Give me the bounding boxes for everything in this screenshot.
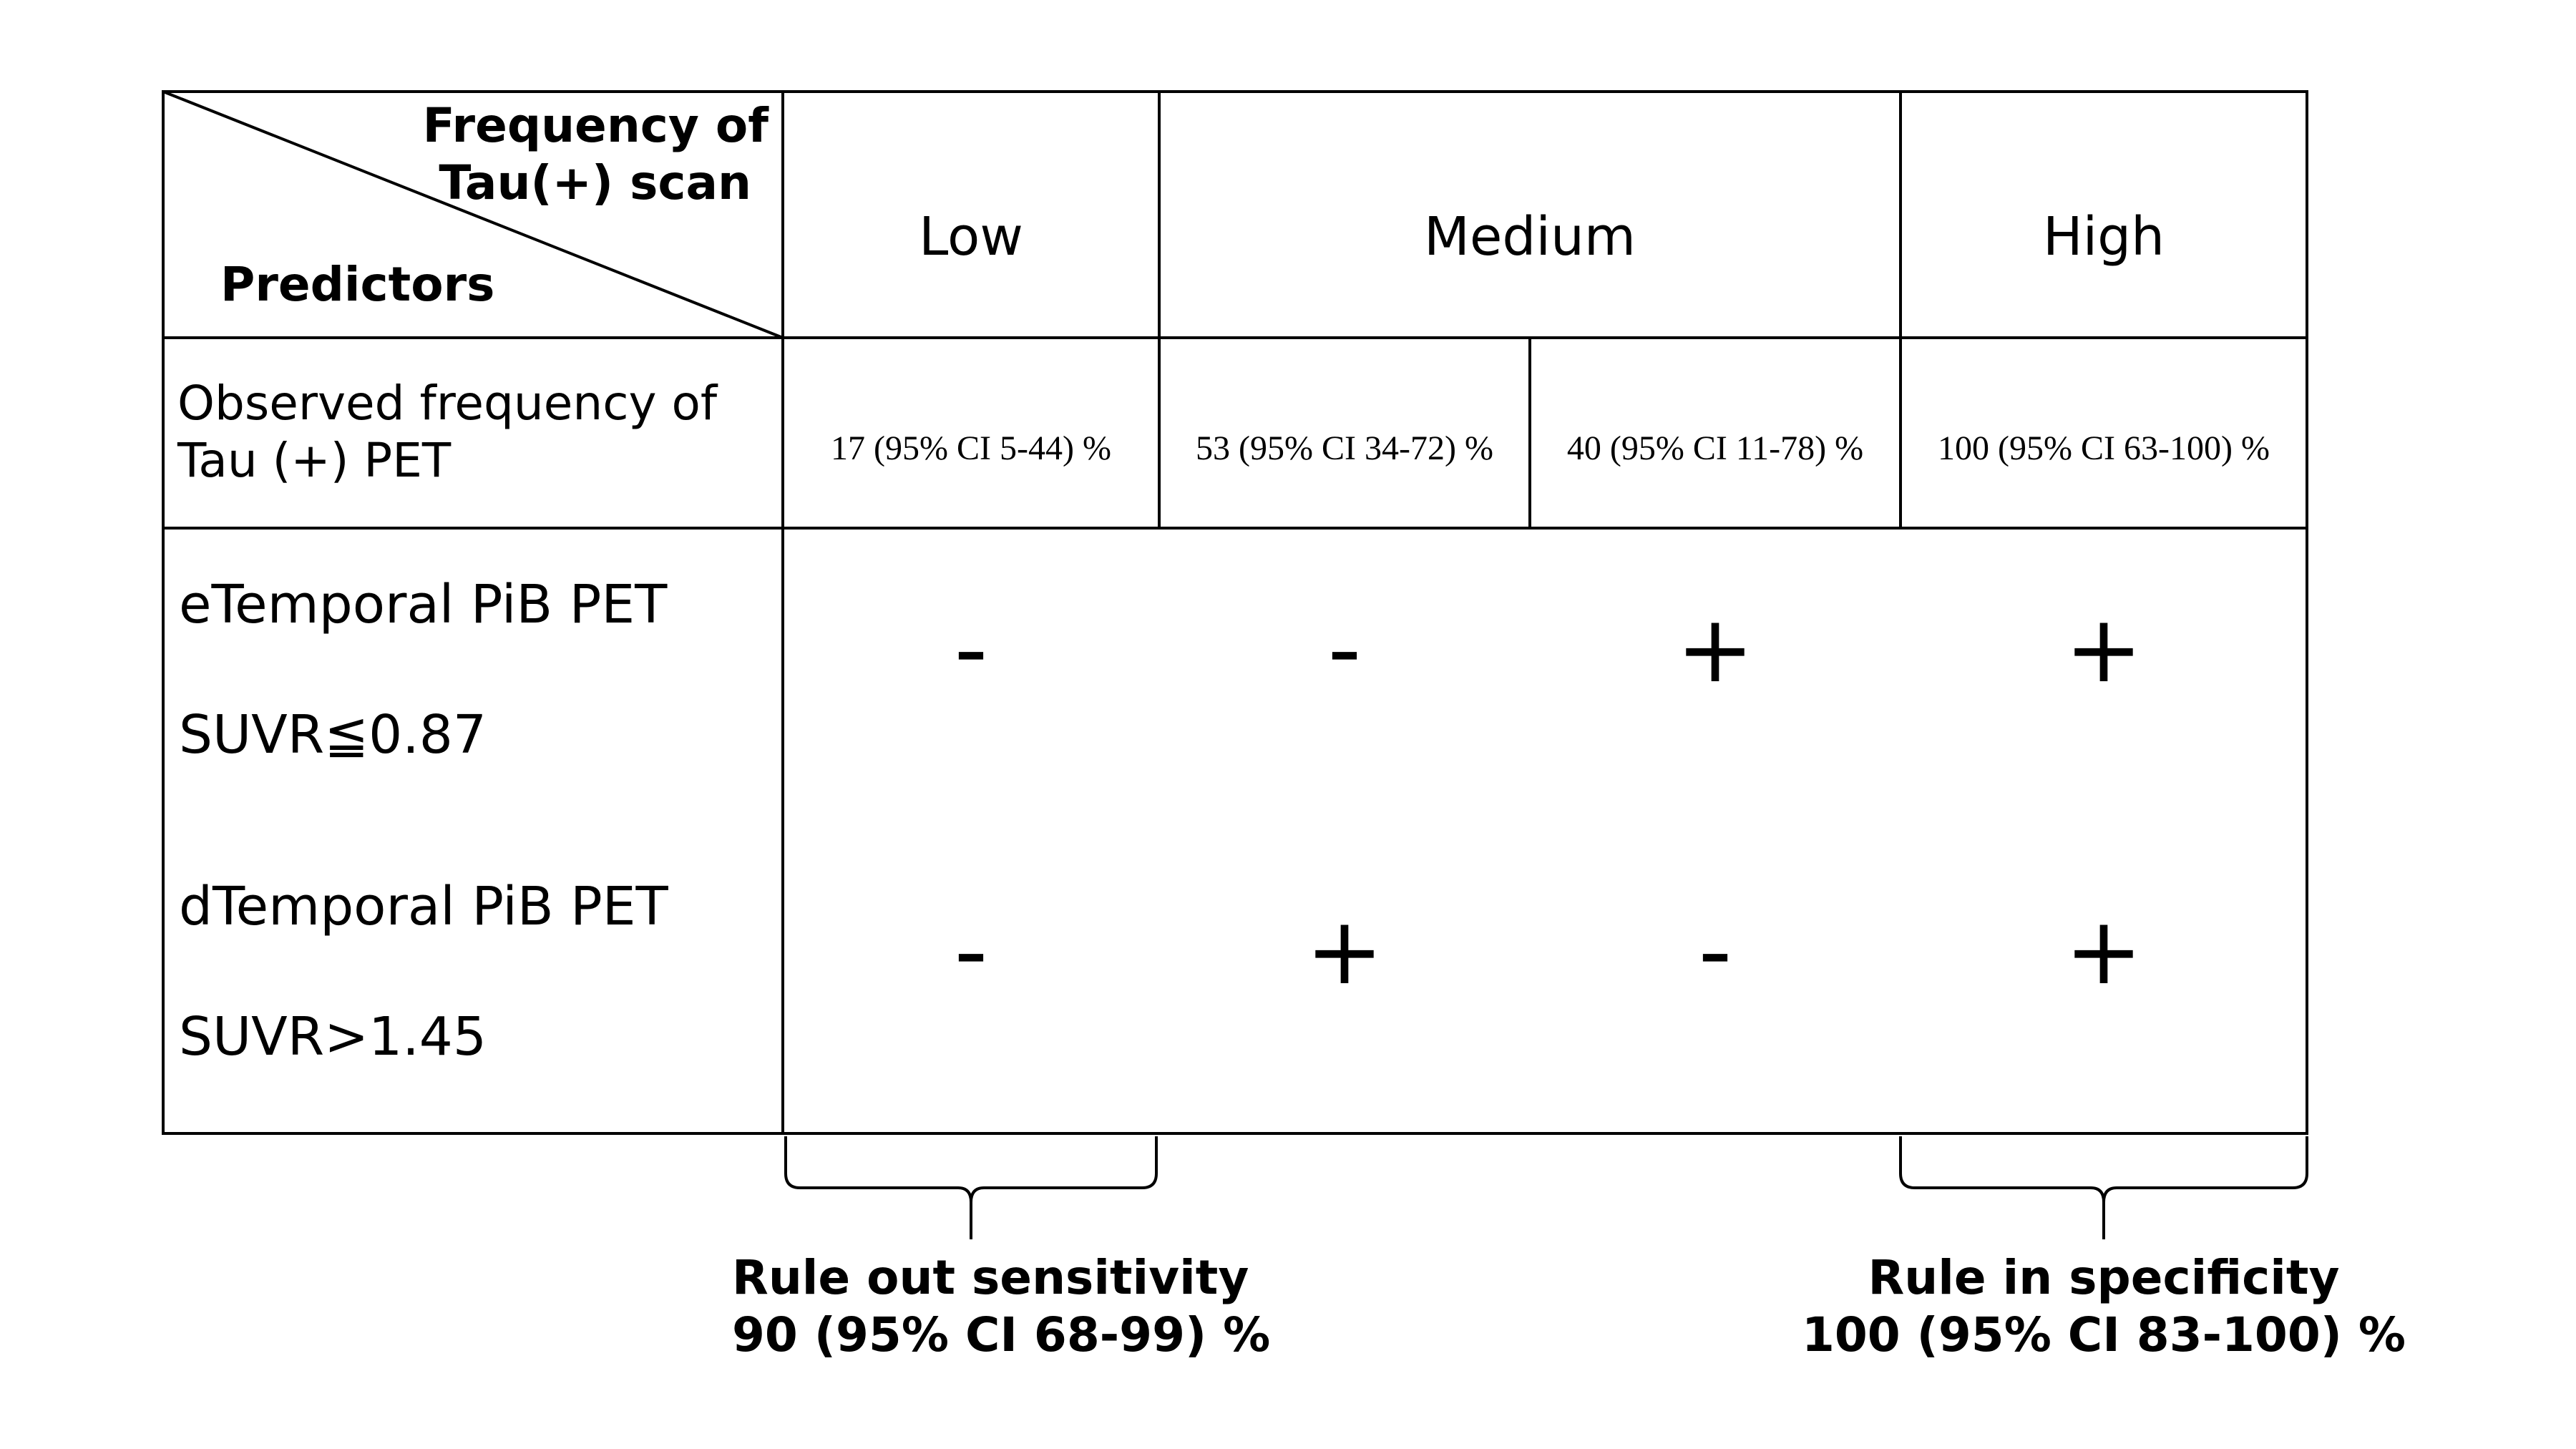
sign-etemporal-medium-a: - — [1328, 595, 1362, 703]
rule-in-value: 100 (95% CI 83-100) % — [1802, 1307, 2406, 1362]
corner-diagonal — [162, 90, 784, 339]
sign-etemporal-high: + — [2065, 595, 2143, 703]
observed-label-line1: Observed frequency of — [177, 376, 718, 431]
rule-in-title: Rule in specificity — [1868, 1250, 2339, 1305]
table-border — [162, 90, 2308, 1135]
rule-out-title: Rule out sensitivity — [732, 1250, 1249, 1305]
observed-value-medium-a: 53 (95% CI 34-72) % — [1196, 429, 1493, 467]
sign-etemporal-medium-b: + — [1677, 595, 1755, 703]
sign-dtemporal-medium-b: - — [1699, 897, 1732, 1005]
observed-value-medium-b: 40 (95% CI 11-78) % — [1567, 429, 1863, 467]
rule-in-brace — [1899, 1136, 2308, 1239]
sign-dtemporal-high: + — [2065, 897, 2143, 1005]
table-grid — [162, 90, 2308, 1135]
observed-value-high: 100 (95% CI 63-100) % — [1938, 429, 2270, 467]
sign-etemporal-low: - — [955, 595, 988, 703]
predictor-dtemporal-name: dTemporal PiB PET — [179, 876, 669, 937]
dtemporal-signs: - + - + — [955, 897, 2143, 1005]
predictor-etemporal-name: eTemporal PiB PET — [179, 574, 668, 635]
sign-dtemporal-low: - — [955, 897, 988, 1005]
rule-out-brace — [784, 1136, 1158, 1239]
observed-value-low: 17 (95% CI 5-44) % — [831, 429, 1111, 467]
predictor-dtemporal-threshold: SUVR>1.45 — [179, 1006, 487, 1068]
observed-label-line2: Tau (+) PET — [177, 433, 452, 488]
rule-out-value: 90 (95% CI 68-99) % — [732, 1307, 1270, 1362]
group-header-high: High — [2043, 206, 2165, 268]
group-header-low: Low — [919, 206, 1023, 268]
corner-top-line1: Frequency of — [423, 98, 770, 153]
corner-top-line2: Tau(+) scan — [439, 155, 751, 210]
etemporal-signs: - - + + — [955, 595, 2143, 703]
sign-dtemporal-medium-a: + — [1306, 897, 1384, 1005]
group-header-medium: Medium — [1424, 206, 1636, 268]
predictor-etemporal-threshold: SUVR≦0.87 — [179, 704, 487, 766]
corner-bottom-label: Predictors — [220, 257, 494, 312]
